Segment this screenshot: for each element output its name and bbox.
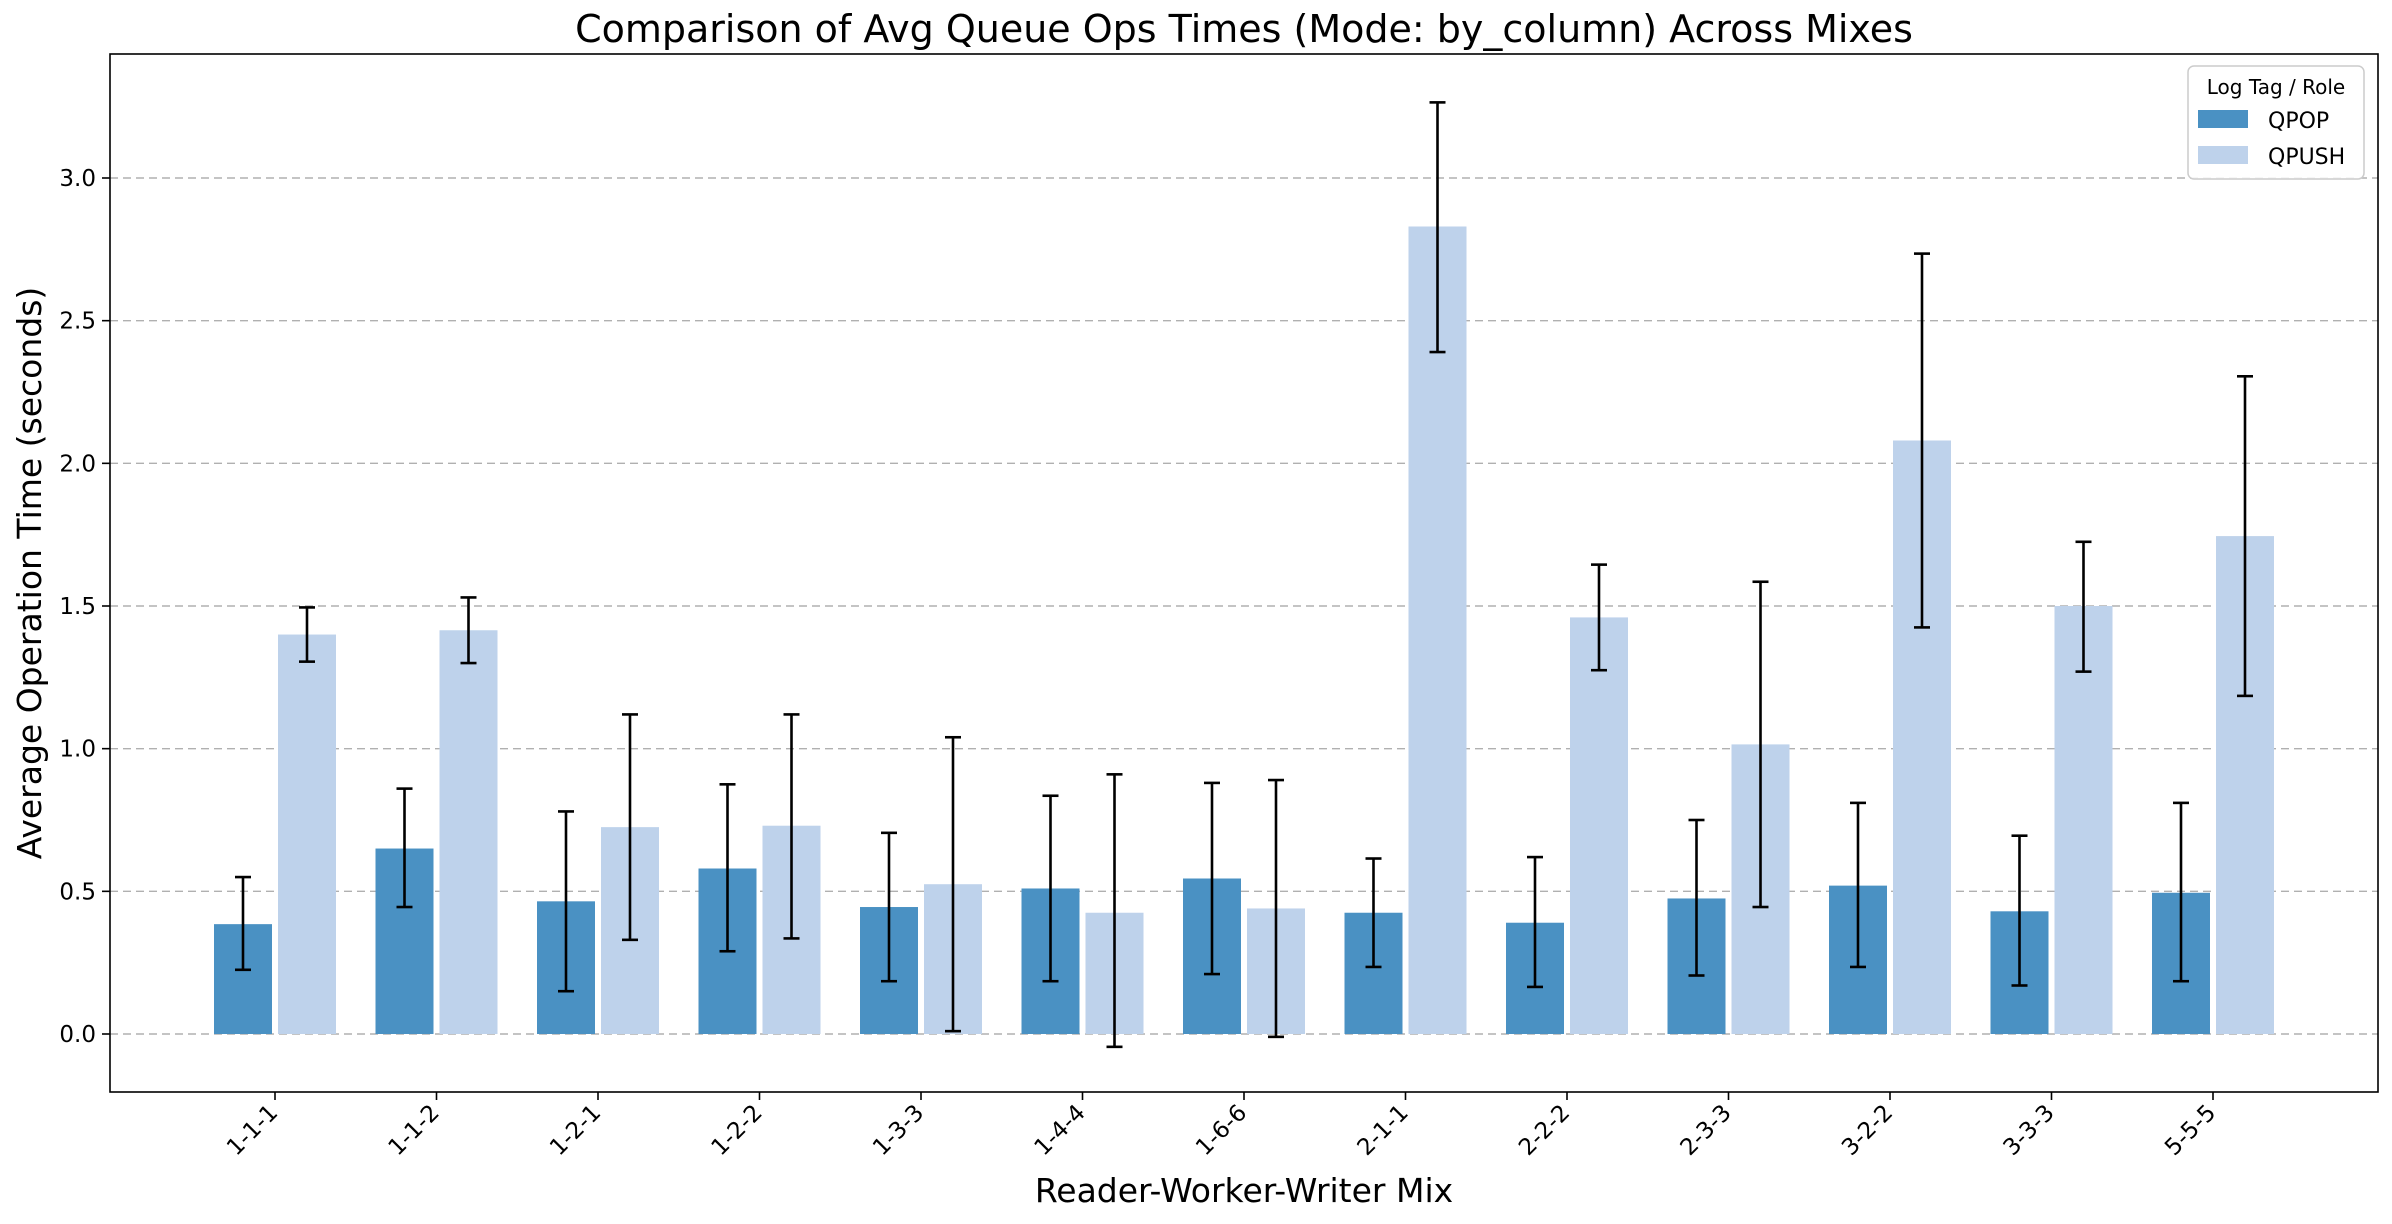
bar-qpush	[1408, 226, 1467, 1035]
legend-swatch-qpop	[2198, 110, 2248, 128]
y-axis-ticks: 0.0 0.5 1.0 1.5 2.0 2.5 3.0	[59, 166, 110, 1048]
y-tick-label: 0.5	[59, 879, 96, 905]
x-axis-label: Reader-Worker-Writer Mix	[1035, 1171, 1453, 1210]
y-tick-label: 1.5	[59, 594, 96, 620]
y-axis-label: Average Operation Time (seconds)	[10, 287, 49, 860]
legend-swatch-qpush	[2198, 146, 2248, 164]
x-tick-label: 1-4-4	[1030, 1100, 1091, 1161]
error-bars	[235, 101, 2253, 1049]
bar-qpush	[439, 630, 498, 1034]
legend-label-qpush: QPUSH	[2268, 145, 2345, 170]
x-axis-ticks: 1-1-1 1-1-2 1-2-1 1-2-2 1-3-3 1-4-4 1-6-6 2-1-1…	[222, 1092, 2221, 1161]
x-tick-label: 1-6-6	[1191, 1100, 1252, 1161]
legend-label-qpop: QPOP	[2268, 109, 2329, 134]
bar-qpush	[278, 634, 336, 1034]
bar-qpush	[2054, 606, 2113, 1034]
bars	[214, 226, 2274, 1035]
y-tick-label: 0.0	[59, 1022, 96, 1048]
x-tick-label: 3-3-3	[1999, 1100, 2060, 1161]
legend: Log Tag / Role QPOP QPUSH	[2187, 65, 2365, 180]
x-tick-label: 1-2-1	[545, 1100, 606, 1161]
y-tick-label: 1.0	[59, 737, 96, 763]
x-tick-label: 2-2-2	[1514, 1100, 1575, 1161]
y-tick-label: 2.5	[59, 309, 96, 335]
x-tick-label: 2-3-3	[1676, 1100, 1737, 1161]
chart-title: Comparison of Avg Queue Ops Times (Mode:…	[575, 7, 1913, 51]
x-tick-label: 1-1-1	[222, 1100, 283, 1161]
x-tick-label: 1-1-2	[384, 1100, 445, 1161]
x-tick-label: 3-2-2	[1837, 1100, 1898, 1161]
y-tick-label: 3.0	[59, 166, 96, 192]
y-tick-label: 2.0	[59, 451, 96, 477]
x-tick-label: 1-3-3	[868, 1100, 929, 1161]
x-tick-label: 2-1-1	[1353, 1100, 1414, 1161]
bar-qpush	[1570, 617, 1628, 1034]
x-tick-label: 1-2-2	[707, 1100, 768, 1161]
x-tick-label: 5-5-5	[2160, 1100, 2221, 1161]
legend-title: Log Tag / Role	[2207, 75, 2346, 99]
